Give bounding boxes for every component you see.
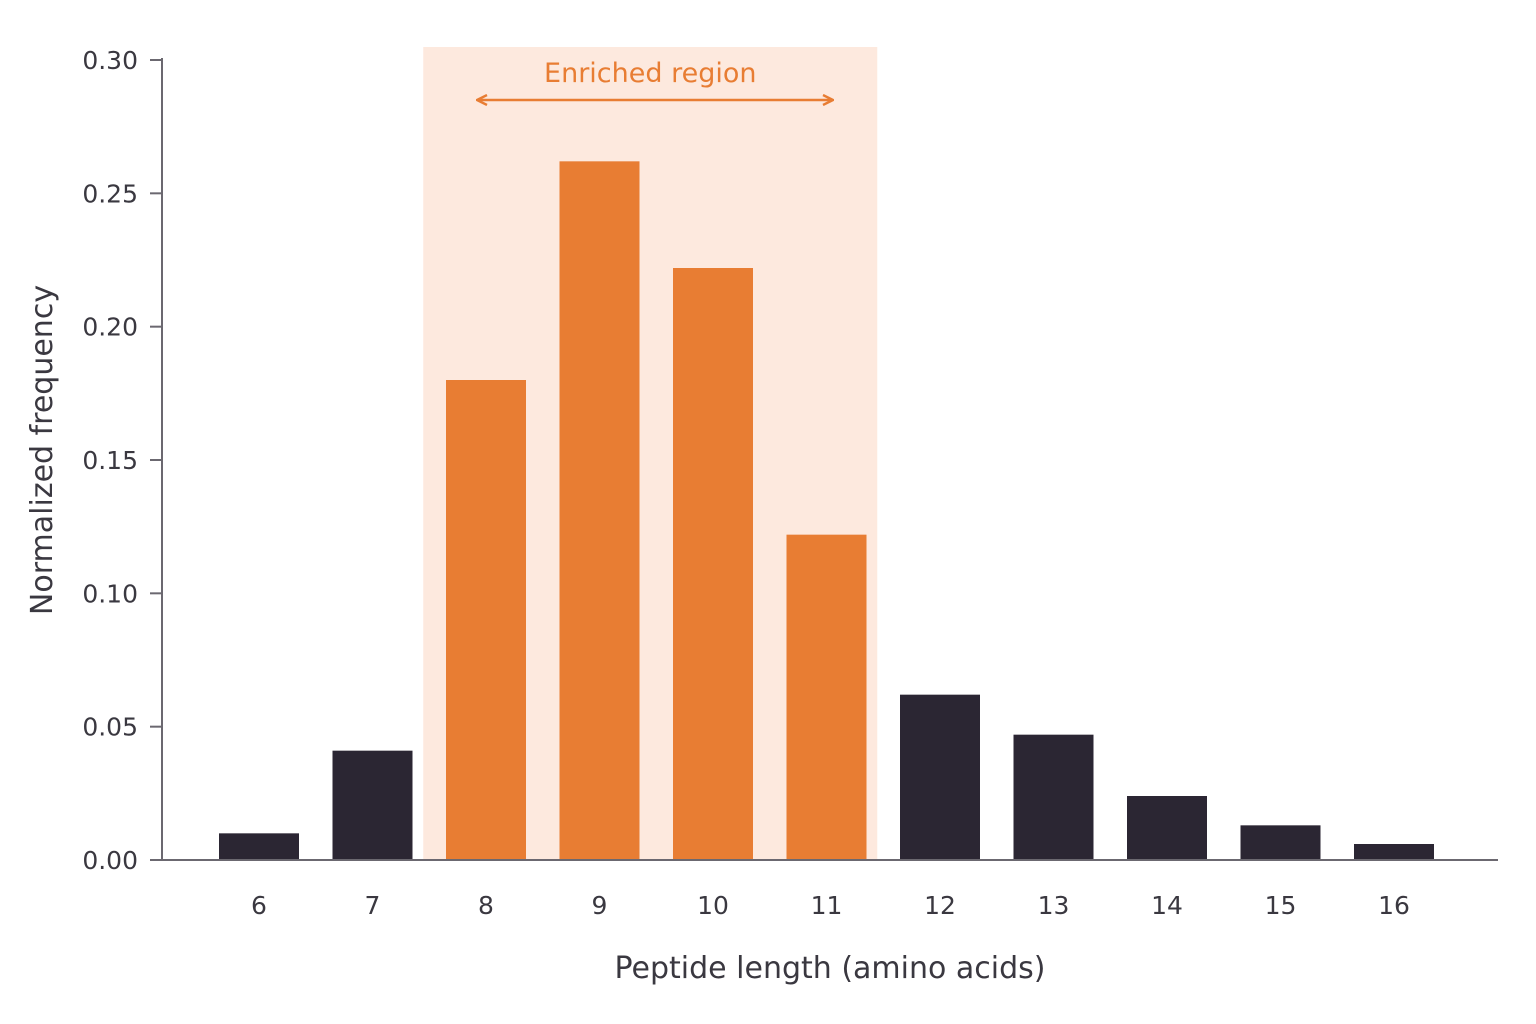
bar-10: [673, 268, 753, 860]
bar-11: [786, 534, 867, 860]
x-tick-label: 12: [924, 891, 956, 920]
y-tick-label: 0.10: [82, 579, 138, 608]
x-tick-label: 6: [251, 891, 267, 920]
bar-13: [1013, 734, 1094, 860]
bar-8: [446, 380, 526, 860]
y-axis-title: Normalized frequency: [25, 285, 60, 615]
y-tick-label: 0.25: [82, 179, 138, 208]
y-axis-ticks: 0.00 0.05 0.10 0.15 0.20 0.25 0.30: [82, 46, 162, 875]
bar-9: [559, 161, 640, 861]
enriched-region-label: Enriched region: [544, 58, 756, 89]
bar-16: [1354, 844, 1434, 860]
x-tick-label: 15: [1265, 891, 1297, 920]
x-tick-label: 8: [478, 891, 494, 920]
x-tick-label: 7: [365, 891, 381, 920]
x-tick-label: 10: [697, 891, 729, 920]
bar-7: [332, 750, 413, 860]
x-tick-label: 11: [811, 891, 843, 920]
y-tick-label: 0.00: [82, 846, 138, 875]
y-tick-label: 0.15: [82, 446, 138, 475]
y-tick-label: 0.20: [82, 313, 138, 342]
bar-15: [1240, 825, 1321, 860]
x-axis-title: Peptide length (amino acids): [615, 951, 1046, 986]
bar-series: [219, 161, 1434, 861]
y-tick-label: 0.30: [82, 46, 138, 75]
x-tick-label: 13: [1038, 891, 1070, 920]
x-tick-label: 9: [592, 891, 608, 920]
bar-6: [219, 833, 299, 860]
y-tick-label: 0.05: [82, 713, 138, 742]
x-axis-ticks: 6 7 8 9 10 11 12 13 14 15 16: [251, 891, 1410, 920]
x-tick-label: 14: [1151, 891, 1183, 920]
bar-14: [1127, 796, 1207, 860]
x-tick-label: 16: [1378, 891, 1410, 920]
bar-12: [900, 694, 980, 860]
